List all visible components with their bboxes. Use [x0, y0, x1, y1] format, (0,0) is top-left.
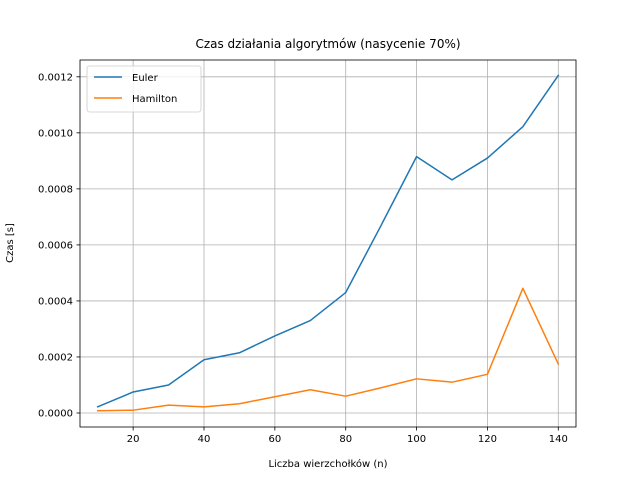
x-tick-label: 120 [478, 434, 497, 445]
x-tick-label: 60 [268, 434, 281, 445]
axis-ticks: 20 40 60 80 100 120 140 0.0000 0.0002 0.0004 0.000… [38, 72, 568, 445]
y-tick-label: 0.0000 [38, 408, 73, 419]
legend-label-euler: Euler [132, 73, 159, 84]
grid [80, 60, 576, 427]
legend: Euler Hamilton [86, 65, 202, 113]
chart-title: Czas działania algorytmów (nasycenie 70%… [195, 37, 460, 51]
y-tick-label: 0.0004 [38, 296, 73, 307]
x-tick-label: 140 [549, 434, 568, 445]
x-tick-label: 20 [127, 434, 140, 445]
series-line-euler [96, 74, 560, 408]
x-tick-label: 100 [407, 434, 426, 445]
series-lines [96, 74, 560, 412]
plot-frame [79, 59, 577, 428]
y-tick-label: 0.0012 [38, 72, 73, 83]
y-tick-label: 0.0010 [38, 128, 73, 139]
series-line-hamilton [96, 287, 560, 412]
y-tick-label: 0.0006 [38, 240, 73, 251]
x-tick-label: 40 [198, 434, 211, 445]
y-axis-label: Czas [s] [5, 223, 16, 263]
x-tick-label: 80 [339, 434, 352, 445]
x-axis-label: Liczba wierzchołków (n) [268, 458, 387, 470]
legend-label-hamilton: Hamilton [132, 94, 177, 105]
y-tick-label: 0.0002 [38, 352, 73, 363]
y-tick-label: 0.0008 [38, 184, 73, 195]
